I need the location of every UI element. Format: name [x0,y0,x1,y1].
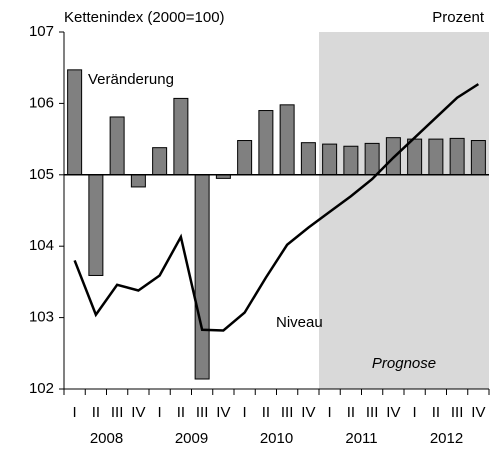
bar [407,138,423,176]
x-tick-label: III [111,404,124,421]
x-tick-label: I [328,404,332,421]
forecast-label: Prognose [372,355,436,372]
x-tick-label: III [451,404,464,421]
x-tick-label: IV [216,404,230,421]
y-tick-label: 105 [29,166,54,183]
bar [343,145,359,176]
bar [258,110,274,176]
y-tick-label: 102 [29,380,54,397]
year-label: 2012 [430,430,463,447]
bar [279,104,295,176]
year-label: 2009 [175,430,208,447]
year-label: 2011 [345,430,377,447]
year-label: 2010 [260,430,293,447]
year-label: 2008 [90,430,123,447]
x-tick-label: III [281,404,294,421]
bar [173,97,189,176]
x-tick-label: I [243,404,247,421]
bar [322,143,338,176]
x-tick-label: II [177,404,185,421]
x-tick-label: IV [471,404,485,421]
bar [194,174,210,380]
bar [449,137,465,176]
y-axis-title: Kettenindex (2000=100) [64,9,225,26]
x-tick-label: II [347,404,355,421]
x-tick-label: IV [386,404,400,421]
x-tick-label: II [262,404,270,421]
x-tick-label: IV [131,404,145,421]
bar [109,116,125,176]
forecast-area [319,32,489,389]
x-tick-label: III [366,404,379,421]
x-tick-label: II [432,404,440,421]
bar [152,147,168,176]
series-label: Veränderung [88,71,174,88]
bar [67,69,83,176]
y-tick-label: 103 [29,309,54,326]
x-tick-label: I [73,404,77,421]
x-tick-label: IV [301,404,315,421]
x-tick-label: I [158,404,162,421]
bar [130,174,146,188]
bar [364,142,380,176]
bar [428,138,444,176]
y-tick-label: 104 [29,237,54,254]
x-tick-label: I [413,404,417,421]
bar [237,140,253,176]
x-tick-label: III [196,404,209,421]
bar [470,140,486,176]
bar [300,142,316,176]
line [73,83,480,332]
series-label: Niveau [276,314,323,331]
bar [88,174,104,276]
y-tick-label: 107 [29,23,54,40]
y-tick-label: 106 [29,94,54,111]
x-tick-label: II [92,404,100,421]
y2-axis-title: Prozent [432,9,485,26]
